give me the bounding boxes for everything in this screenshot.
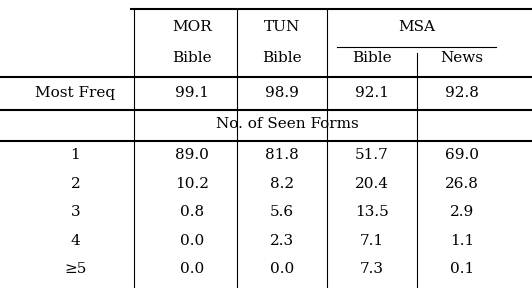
Text: 10.2: 10.2 [175, 177, 209, 191]
Text: 8.2: 8.2 [270, 177, 294, 191]
Text: 2.9: 2.9 [450, 205, 474, 219]
Text: 69.0: 69.0 [445, 148, 479, 162]
Text: 98.9: 98.9 [265, 86, 299, 100]
Text: 0.0: 0.0 [180, 262, 204, 276]
Text: 2: 2 [71, 177, 80, 191]
Text: MOR: MOR [172, 20, 212, 34]
Text: 13.5: 13.5 [355, 205, 389, 219]
Text: 92.8: 92.8 [445, 86, 479, 100]
Text: ≥5: ≥5 [64, 262, 87, 276]
Text: 5.6: 5.6 [270, 205, 294, 219]
Text: 0.8: 0.8 [180, 205, 204, 219]
Text: 0.0: 0.0 [270, 262, 294, 276]
Text: Bible: Bible [352, 52, 392, 65]
Text: 0.0: 0.0 [180, 234, 204, 248]
Text: 1.1: 1.1 [450, 234, 474, 248]
Text: Most Freq: Most Freq [36, 86, 115, 100]
Text: 1: 1 [71, 148, 80, 162]
Text: 81.8: 81.8 [265, 148, 299, 162]
Text: TUN: TUN [264, 20, 300, 34]
Text: News: News [440, 52, 483, 65]
Text: 3: 3 [71, 205, 80, 219]
Text: 26.8: 26.8 [445, 177, 479, 191]
Text: 7.1: 7.1 [360, 234, 384, 248]
Text: 92.1: 92.1 [355, 86, 389, 100]
Text: Bible: Bible [262, 52, 302, 65]
Text: 2.3: 2.3 [270, 234, 294, 248]
Text: 89.0: 89.0 [175, 148, 209, 162]
Text: 7.3: 7.3 [360, 262, 384, 276]
Text: 51.7: 51.7 [355, 148, 389, 162]
Text: 0.1: 0.1 [450, 262, 474, 276]
Text: 4: 4 [71, 234, 80, 248]
Text: No. of Seen Forms: No. of Seen Forms [216, 117, 359, 131]
Text: 20.4: 20.4 [355, 177, 389, 191]
Text: 99.1: 99.1 [175, 86, 209, 100]
Text: Bible: Bible [172, 52, 212, 65]
Text: MSA: MSA [398, 20, 435, 34]
